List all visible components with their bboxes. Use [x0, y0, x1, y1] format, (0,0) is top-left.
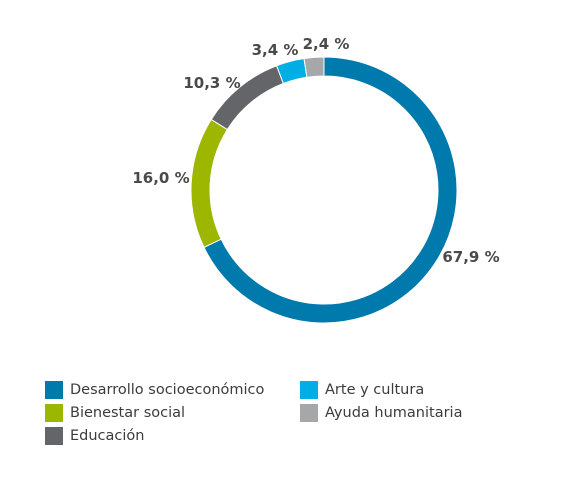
legend-swatch-bienestar	[45, 404, 63, 422]
legend-item-desarrollo: Desarrollo socioeconómico	[45, 380, 264, 400]
donut-chart: 67,9 % 16,0 % 10,3 % 3,4 % 2,4 %	[132, 35, 500, 324]
legend-swatch-desarrollo	[45, 381, 63, 399]
data-label-arte-y-cultura: 3,4 %	[252, 41, 299, 59]
legend-label-desarrollo: Desarrollo socioeconómico	[70, 382, 265, 398]
data-label-bienestar-social: 16,0 %	[132, 169, 189, 187]
legend-label-ayuda: Ayuda humanitaria	[325, 405, 463, 421]
legend-item-ayuda: Ayuda humanitaria	[300, 403, 462, 423]
legend-label-educacion: Educación	[70, 428, 145, 444]
legend-item-bienestar: Bienestar social	[45, 403, 185, 423]
donut-slice-ayuda-humanitaria	[303, 56, 325, 78]
legend-swatch-educacion	[45, 427, 63, 445]
legend-label-bienestar: Bienestar social	[70, 405, 186, 421]
donut-slice-bienestar-social	[190, 118, 229, 249]
data-label-ayuda-humanitaria: 2,4 %	[303, 35, 350, 53]
legend-item-educacion: Educación	[45, 426, 144, 446]
data-label-desarrollo-socioeconomico: 67,9 %	[442, 248, 499, 266]
legend-item-arte: Arte y cultura	[300, 380, 424, 400]
slice-labels: 67,9 % 16,0 % 10,3 % 3,4 % 2,4 %	[132, 35, 499, 266]
data-label-educacion: 10,3 %	[183, 74, 240, 92]
legend-label-arte: Arte y cultura	[325, 382, 425, 398]
chart-legend: Desarrollo socioeconómico Arte y cultura…	[45, 380, 525, 460]
legend-swatch-ayuda	[300, 404, 318, 422]
legend-swatch-arte	[300, 381, 318, 399]
donut-slices	[190, 56, 458, 324]
donut-slice-desarrollo-socioeconomico	[203, 56, 458, 324]
